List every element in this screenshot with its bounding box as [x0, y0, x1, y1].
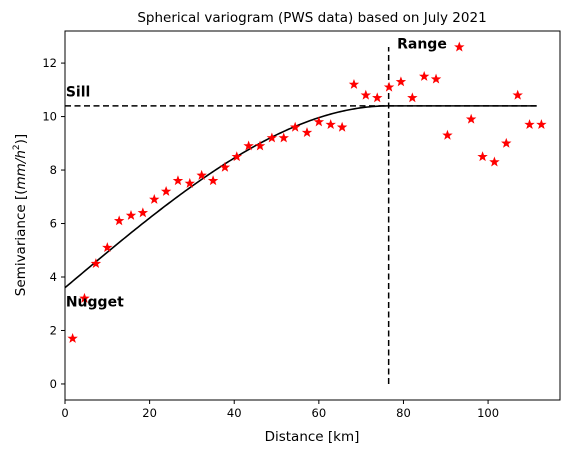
- data-point: [418, 70, 430, 81]
- y-tick-label: 8: [50, 163, 57, 177]
- data-point: [383, 81, 395, 92]
- data-point: [454, 41, 465, 52]
- data-point: [172, 175, 184, 186]
- data-point: [325, 119, 336, 130]
- data-point: [90, 258, 102, 269]
- data-point: [149, 193, 160, 204]
- data-point: [67, 333, 78, 343]
- data-point: [442, 129, 453, 140]
- y-axis-label: Semivariance [(mm/h2)]: [12, 134, 29, 296]
- annotation-range-label: Range: [397, 36, 447, 52]
- data-point: [512, 89, 523, 100]
- data-point: [395, 76, 407, 87]
- data-point: [79, 292, 90, 303]
- data-point: [184, 177, 196, 188]
- data-point: [501, 137, 512, 148]
- annotation-sill-label: Sill: [66, 85, 90, 101]
- data-point: [125, 210, 137, 220]
- axes: 0 20 40 60 80 100 0 2 4 6 8 10 12: [42, 30, 561, 420]
- data-point: [313, 116, 325, 127]
- data-point: [254, 140, 266, 151]
- y-tick-label: 2: [50, 323, 57, 337]
- x-tick-label: 40: [227, 406, 242, 420]
- y-axis-label-suffix: )]: [13, 134, 29, 145]
- y-tick-label: 12: [42, 56, 57, 70]
- data-point: [477, 151, 488, 162]
- data-point: [137, 207, 149, 218]
- data-point: [289, 121, 301, 132]
- y-tick-label: 6: [50, 217, 57, 231]
- data-point: [348, 79, 360, 89]
- data-point: [266, 132, 278, 143]
- data-point: [278, 132, 289, 143]
- y-tick-label: 10: [42, 110, 57, 124]
- y-tick-label: 4: [50, 270, 57, 284]
- data-point: [489, 156, 500, 167]
- chart-title: Spherical variogram (PWS data) based on …: [137, 10, 486, 26]
- data-point: [102, 242, 113, 253]
- x-tick-label: 80: [396, 406, 411, 420]
- data-point: [536, 119, 547, 130]
- data-point: [219, 161, 231, 172]
- data-points: [67, 41, 547, 343]
- data-point: [372, 92, 383, 103]
- data-point: [465, 113, 477, 124]
- y-axis-label-unit: mm/h: [13, 150, 29, 189]
- data-point: [160, 185, 172, 196]
- data-point: [243, 140, 254, 151]
- data-point: [407, 92, 418, 103]
- data-point: [113, 215, 125, 226]
- model-curve: [64, 105, 537, 289]
- plot-frame: [64, 30, 561, 401]
- x-tick-label: 20: [142, 406, 157, 420]
- y-tick-label: 0: [50, 377, 57, 391]
- annotations: Sill Nugget Range: [66, 36, 447, 310]
- y-axis-label-prefix: Semivariance [(: [13, 189, 29, 296]
- data-point: [196, 169, 207, 180]
- data-point: [207, 175, 219, 186]
- x-axis-label: Distance [km]: [265, 429, 360, 445]
- data-point: [430, 73, 442, 84]
- x-tick-label: 60: [312, 406, 327, 420]
- x-tick-label: 0: [61, 406, 68, 420]
- data-point: [301, 127, 313, 138]
- annotation-nugget-label: Nugget: [66, 294, 124, 310]
- model-curve-layer: [64, 105, 537, 289]
- x-tick-label: 100: [477, 406, 499, 420]
- data-point: [231, 151, 242, 162]
- data-point: [524, 119, 535, 130]
- y-axis-label-power: 2: [12, 144, 22, 150]
- data-point: [336, 121, 348, 132]
- data-point: [360, 89, 372, 100]
